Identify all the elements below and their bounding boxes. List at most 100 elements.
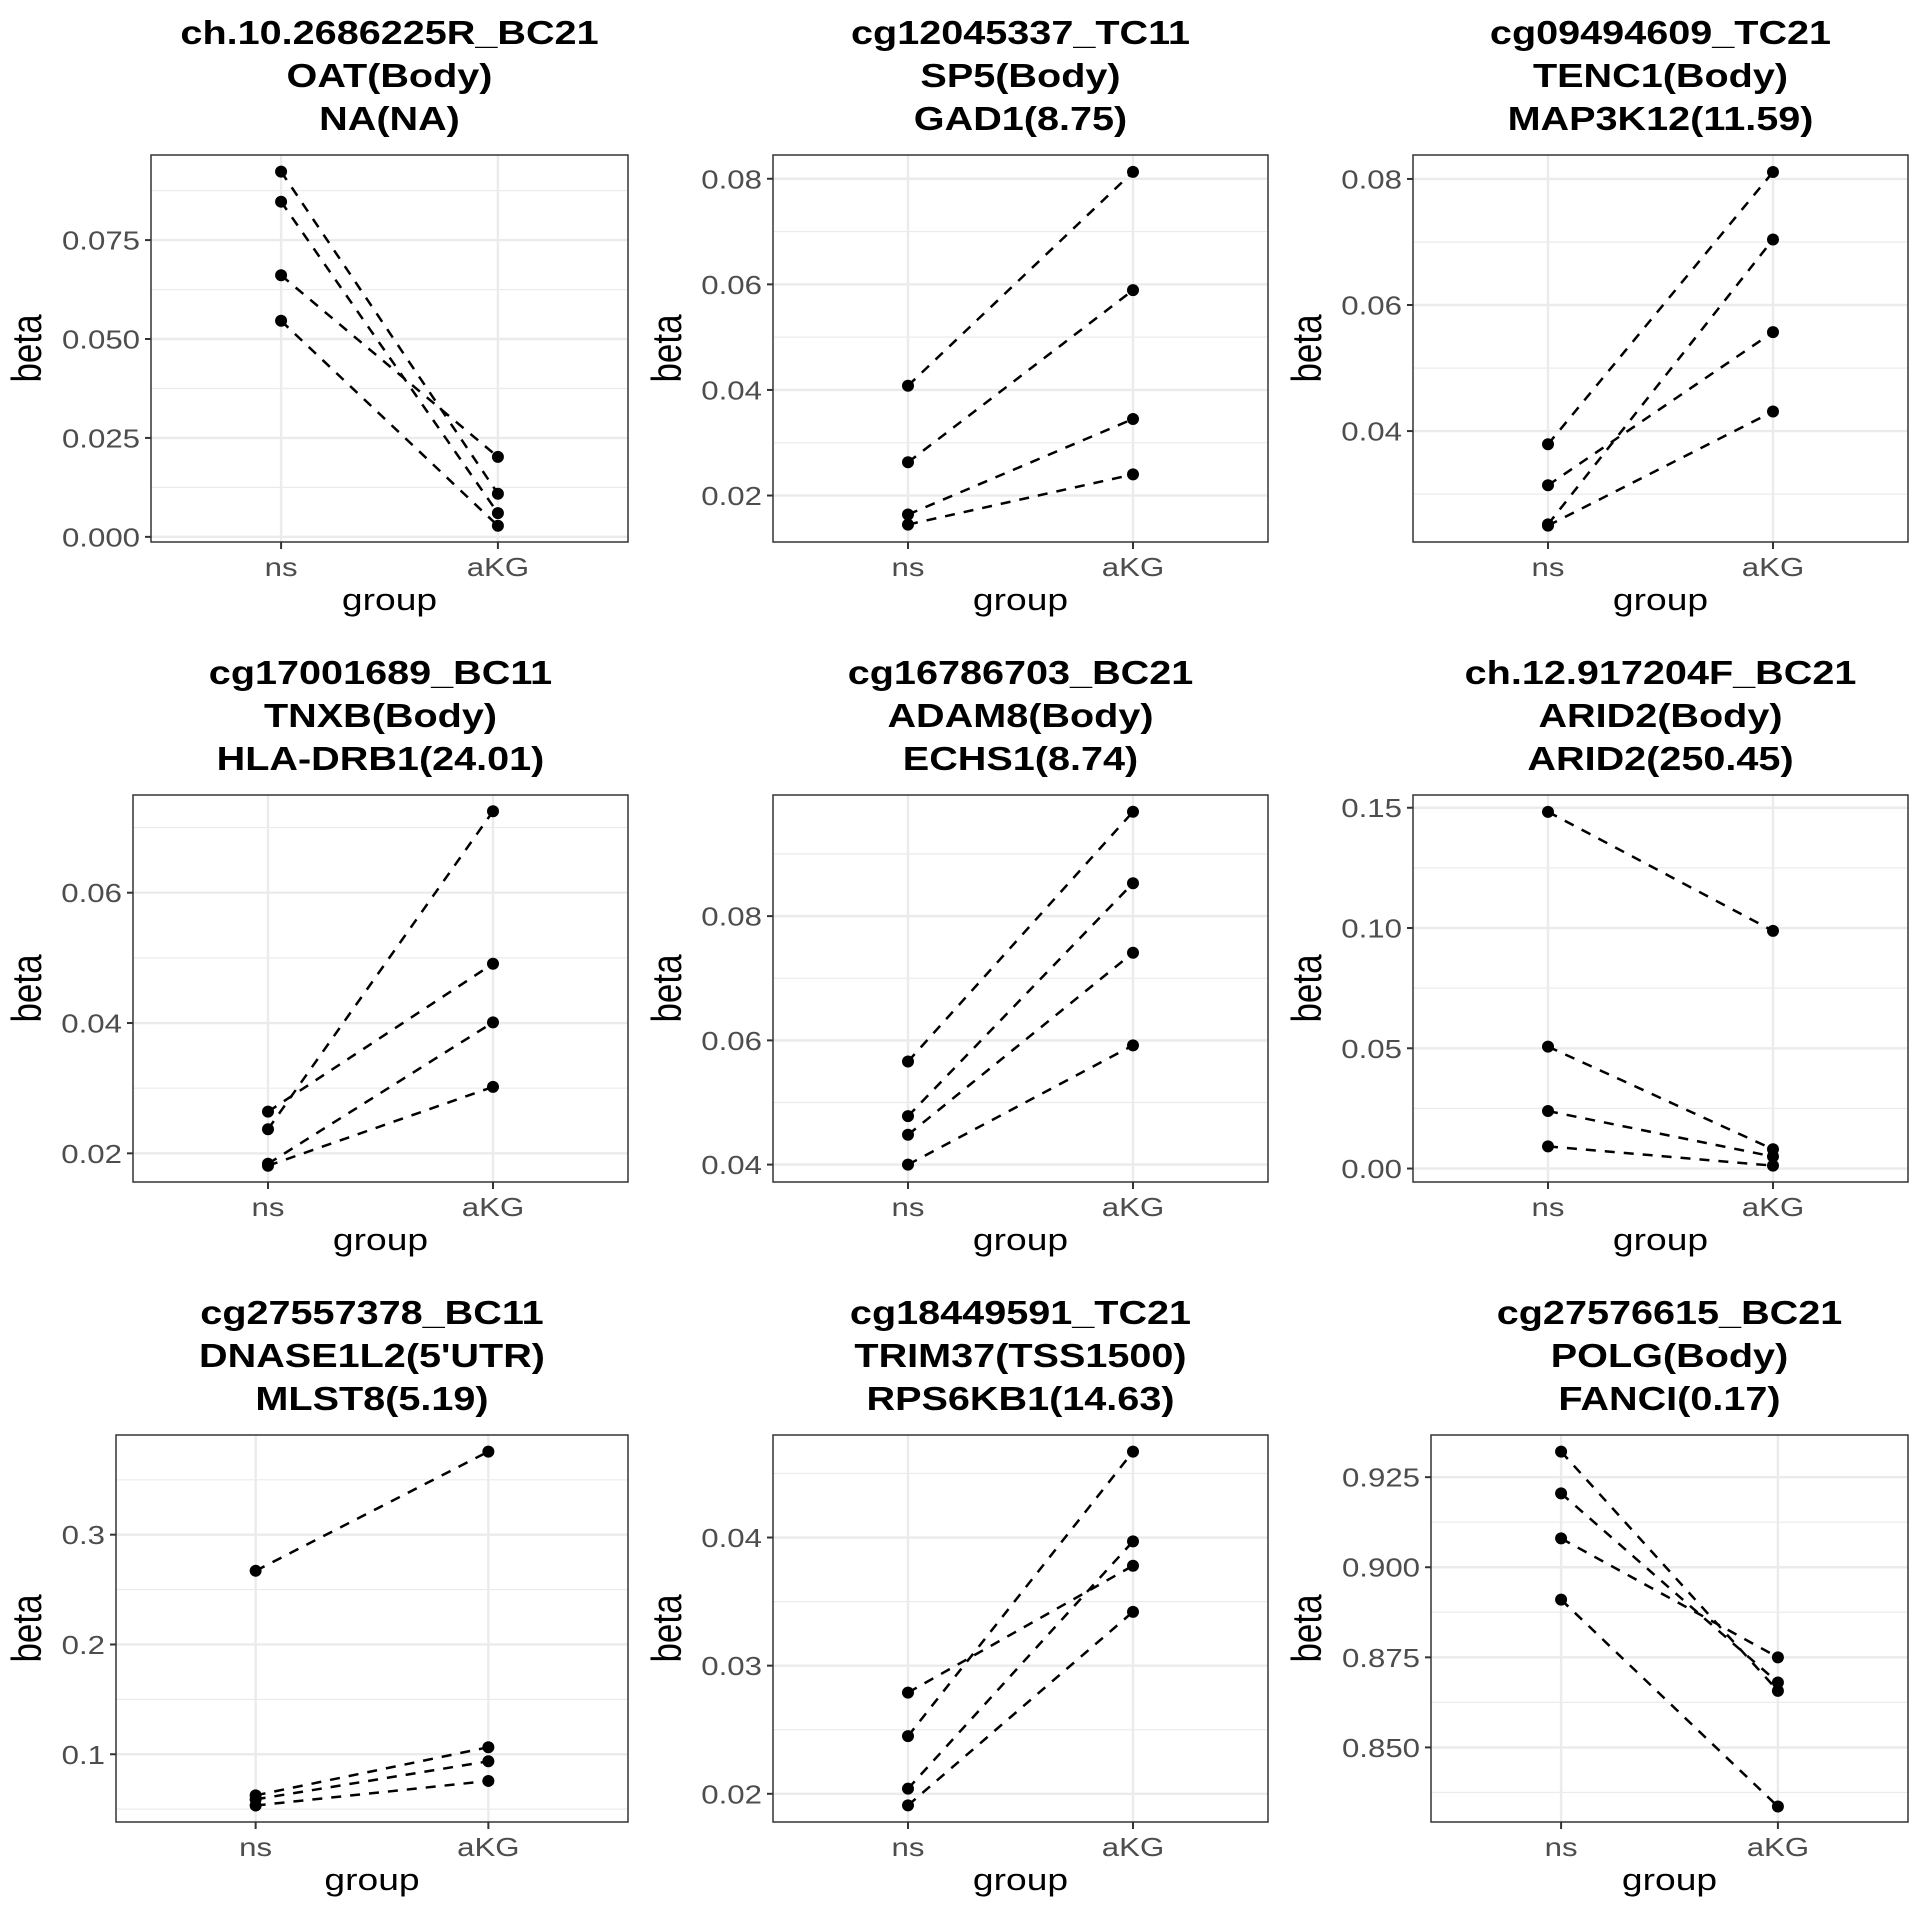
data-point [902, 1799, 914, 1812]
data-point [1542, 1140, 1554, 1153]
series-line [907, 417, 1134, 516]
y-tick-label: 0.050 [62, 326, 140, 355]
data-point [262, 1105, 274, 1118]
data-point [1555, 1487, 1568, 1500]
y-axis-title: beta [644, 954, 691, 1023]
data-point [1127, 1559, 1139, 1572]
series-line [280, 200, 499, 514]
panel-title-line: TENC1(Body) [1533, 57, 1788, 94]
plot-svg: 0.04 0.06 0.08 ns aKG group beta cg09494609_TC2… [1284, 14, 1909, 617]
plot-frame [1412, 154, 1909, 543]
x-tick-label: aKG [1742, 1193, 1804, 1222]
data-point [1767, 924, 1779, 937]
data-point [1127, 805, 1139, 818]
x-axis-title: group [342, 583, 437, 617]
data-point [275, 165, 288, 178]
panel-title-line: HLA-DRB1(24.01) [217, 740, 545, 777]
data-point [1127, 1535, 1139, 1548]
plot-frame [772, 1434, 1269, 1823]
y-tick-label: 0.08 [701, 903, 762, 932]
data-point [1127, 284, 1139, 297]
panel-title-line: FANCI(0.17) [1558, 1380, 1780, 1417]
data-point [1542, 519, 1554, 532]
panel-ch-12-917204F-BC21: 0.00 0.05 0.10 0.15 ns aKG group beta ch.12.9172… [1280, 640, 1920, 1280]
series-line [1560, 1537, 1779, 1659]
plot-background [1413, 155, 1908, 542]
y-axis-title: beta [4, 954, 51, 1023]
series-line [1547, 810, 1774, 932]
plot-svg: 0.02 0.03 0.04 ns aKG group beta cg18449591_TC2… [644, 1294, 1269, 1897]
data-point [487, 805, 499, 818]
panel-cg18449591-TC21: 0.02 0.03 0.04 ns aKG group beta cg18449591_TC2… [640, 1280, 1280, 1920]
plot-frame [1412, 794, 1909, 1183]
plot-svg: 0.850 0.875 0.900 0.925 ns aKG group beta cg2757… [1284, 1294, 1909, 1897]
y-tick-label: 0.06 [701, 271, 762, 300]
panel-title-line: cg12045337_TC11 [851, 14, 1190, 51]
y-axis-title: beta [644, 1594, 691, 1663]
data-point [902, 1128, 914, 1141]
y-tick-label: 0.2 [62, 1631, 105, 1660]
x-tick-label: ns [265, 553, 298, 582]
plot-frame [132, 794, 629, 1183]
panel-title-line: cg18449591_TC21 [850, 1294, 1191, 1331]
data-point [902, 1158, 914, 1171]
x-axis-title: group [973, 583, 1068, 617]
panel-title-line: POLG(Body) [1551, 1337, 1789, 1374]
panel-title-line: TRIM37(TSS1500) [854, 1337, 1186, 1374]
plot-frame [150, 154, 629, 543]
plot-svg: 0.02 0.04 0.06 0.08 ns aKG group beta cg12045337… [644, 14, 1269, 617]
data-point [1555, 1532, 1568, 1545]
panel-title-line: cg09494609_TC21 [1490, 14, 1831, 51]
panel-title-line: TNXB(Body) [264, 697, 497, 734]
data-point [275, 195, 288, 208]
panel-title-line: cg27557378_BC11 [200, 1294, 543, 1331]
plot-background [773, 795, 1268, 1182]
series-line [907, 473, 1134, 526]
data-point [1771, 1800, 1784, 1813]
data-point [262, 1123, 274, 1136]
panel-title-line: ECHS1(8.74) [903, 740, 1138, 777]
x-tick-label: aKG [467, 553, 529, 582]
y-tick-label: 0.06 [1341, 292, 1402, 321]
data-point [482, 1741, 495, 1754]
series-line [1547, 1109, 1774, 1158]
panel-ch-10-2686225R-BC21: 0.000 0.025 0.050 0.075 ns aKG group beta ch.10.… [0, 0, 640, 640]
data-point [487, 1080, 499, 1093]
series-line [255, 1746, 489, 1797]
series-line [267, 1021, 494, 1165]
data-point [487, 957, 499, 970]
data-point [1127, 1445, 1139, 1458]
data-point [491, 487, 504, 500]
data-point [275, 269, 288, 282]
panel-title-line: ARID2(250.45) [1527, 740, 1793, 777]
panel-title-line: ch.10.2686225R_BC21 [180, 14, 598, 51]
x-tick-label: ns [252, 1193, 285, 1222]
y-tick-label: 0.900 [1342, 1554, 1420, 1583]
data-point [902, 1686, 914, 1699]
panel-cg09494609-TC21: 0.04 0.06 0.08 ns aKG group beta cg09494609_TC2… [1280, 0, 1920, 640]
data-point [902, 1055, 914, 1068]
panel-title-line: MAP3K12(11.59) [1508, 100, 1814, 137]
data-point [1555, 1445, 1568, 1458]
x-tick-label: aKG [1102, 553, 1164, 582]
data-point [249, 1799, 262, 1812]
data-point [1127, 412, 1139, 425]
plot-frame [772, 794, 1269, 1183]
y-tick-label: 0.925 [1342, 1464, 1420, 1493]
plot-svg: 0.1 0.2 0.3 ns aKG group beta cg27557378_BC11 DN… [4, 1294, 629, 1897]
data-point [1127, 165, 1139, 178]
y-axis-title: beta [4, 314, 51, 383]
data-point [491, 519, 504, 532]
y-axis-title: beta [1284, 314, 1331, 383]
data-point [1127, 468, 1139, 481]
series-line [1547, 1045, 1774, 1151]
plot-background [133, 795, 628, 1182]
data-point [1542, 438, 1554, 451]
plot-background [151, 155, 628, 542]
y-tick-label: 0.03 [701, 1653, 762, 1682]
panel-title-line: GAD1(8.75) [914, 100, 1127, 137]
plot-svg: 0.02 0.04 0.06 ns aKG group beta cg17001689_BC1… [4, 654, 629, 1257]
series-line [280, 170, 499, 495]
series-line [907, 1564, 1134, 1694]
x-tick-label: ns [1545, 1833, 1578, 1862]
